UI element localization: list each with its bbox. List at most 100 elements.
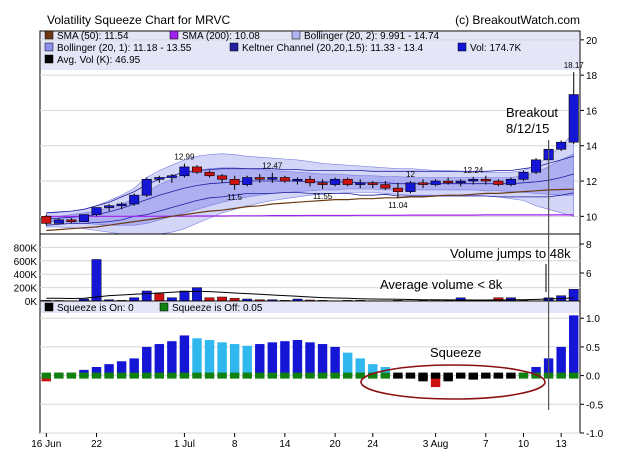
candle-body-33 <box>455 180 466 184</box>
candle-body-20 <box>292 178 303 182</box>
price-tick-label-4: 18 <box>586 71 598 82</box>
candle-body-11 <box>179 166 190 177</box>
squeeze-state-marker-41 <box>556 372 566 379</box>
price-legend-swatch-0 <box>44 30 54 40</box>
squeeze-label: Squeeze <box>430 345 481 360</box>
squeeze-state-marker-25 <box>355 372 365 379</box>
squeeze-state-marker-26 <box>368 372 378 379</box>
candle-body-23 <box>330 178 341 185</box>
volume-right-tick-label-0: 8 <box>586 240 592 251</box>
squeeze-state-marker-17 <box>255 372 265 379</box>
squeeze-state-marker-34 <box>468 372 478 379</box>
price-legend-swatch-2 <box>291 30 301 40</box>
breakout-date-label: 8/12/15 <box>506 121 549 136</box>
squeeze-highlight-ellipse <box>360 364 546 400</box>
squeeze-tick-label-3: -0.5 <box>586 400 604 411</box>
candle-body-13 <box>204 171 215 177</box>
x-tick-label-0: 16 Jun <box>31 439 61 450</box>
momentum-bar-8 <box>142 346 152 376</box>
volume-bar-10 <box>166 297 177 302</box>
candle-body-27 <box>380 184 391 189</box>
volume-tick-label-1: 200K <box>14 284 38 295</box>
price-legend-swatch-1 <box>169 30 179 40</box>
squeeze-state-marker-11 <box>179 372 190 379</box>
momentum-bar-23 <box>330 346 340 376</box>
candle-body-39 <box>531 159 542 173</box>
momentum-bar-42 <box>569 315 579 376</box>
candle-body-41 <box>556 141 567 150</box>
price-value-label-3: 11.55 <box>313 192 333 201</box>
squeeze-state-marker-7 <box>129 372 139 379</box>
squeeze-state-marker-12 <box>192 372 202 379</box>
volume-tick-label-4: 800K <box>14 243 38 254</box>
candle-body-5 <box>104 205 115 208</box>
candle-body-31 <box>430 180 441 185</box>
candle-body-28 <box>392 187 403 192</box>
chart-title: Volatility Squeeze Chart for MRVC <box>47 13 231 27</box>
momentum-bar-24 <box>342 352 353 376</box>
squeeze-state-marker-30 <box>418 372 428 379</box>
momentum-bar-14 <box>217 342 227 376</box>
squeeze-state-marker-0 <box>41 372 51 379</box>
momentum-bar-11 <box>179 335 190 376</box>
price-legend-label-4: Keltner Channel (20,20,1.5): 11.33 - 13.… <box>242 43 423 54</box>
candle-body-12 <box>191 166 202 173</box>
price-legend-background <box>41 32 579 70</box>
price-value-label-6: 12.24 <box>463 166 484 175</box>
x-tick-label-7: 3 Aug <box>423 439 449 450</box>
squeeze-state-marker-18 <box>267 372 278 379</box>
candle-body-6 <box>116 203 127 207</box>
price-value-label-5: 12 <box>406 170 415 179</box>
x-tick-label-2: 1 Jul <box>174 439 195 450</box>
volume-bar-14 <box>217 296 228 302</box>
price-tick-label-3: 16 <box>586 106 598 117</box>
x-tick-label-1: 22 <box>91 439 103 450</box>
volume-bar-42 <box>568 289 579 302</box>
volume-right-tick-label-1: 6 <box>586 269 592 280</box>
squeeze-legend-background <box>41 302 579 313</box>
candle-body-9 <box>154 177 165 180</box>
squeeze-state-marker-8 <box>142 372 152 379</box>
volume-bar-11 <box>179 290 190 302</box>
squeeze-state-marker-38 <box>518 372 529 379</box>
price-legend-swatch-4 <box>229 42 239 52</box>
candle-body-17 <box>254 177 265 180</box>
price-legend-label-0: SMA (50): 11.54 <box>57 31 129 42</box>
price-value-label-7: 18.17 <box>564 61 585 70</box>
candle-body-4 <box>91 207 102 215</box>
price-value-label-1: 11.5 <box>227 193 243 202</box>
squeeze-state-marker-22 <box>317 372 328 379</box>
keltner-upper-line <box>46 155 574 214</box>
volume-jump-label: Volume jumps to 48k <box>450 246 571 261</box>
squeeze-state-marker-5 <box>104 372 114 379</box>
momentum-bar-15 <box>229 344 240 376</box>
volume-bar-8 <box>141 290 152 302</box>
momentum-bar-4 <box>91 367 102 376</box>
price-legend-swatch-5 <box>457 42 467 52</box>
average-volume-line <box>46 290 574 301</box>
x-tick-label-6: 24 <box>367 439 379 450</box>
price-legend-swatch-6 <box>44 54 54 64</box>
squeeze-state-marker-19 <box>280 372 290 379</box>
squeeze-tick-label-4: -1.0 <box>586 429 604 440</box>
squeeze-state-marker-39 <box>531 372 541 379</box>
squeeze-legend-label-0: Squeeze is On: 0 <box>57 303 134 314</box>
squeeze-state-marker-2 <box>66 372 77 379</box>
volume-bar-7 <box>129 297 140 302</box>
candle-body-14 <box>217 175 228 180</box>
momentum-bar-31 <box>430 375 441 388</box>
candle-body-38 <box>518 171 529 180</box>
squeeze-tick-label-1: 0.5 <box>586 343 600 354</box>
squeeze-state-marker-6 <box>116 372 127 379</box>
volume-tick-label-2: 400K <box>14 270 38 281</box>
price-legend-label-1: SMA (200): 10.08 <box>182 31 260 42</box>
price-value-label-0: 12.99 <box>174 153 195 162</box>
volume-bar-36 <box>493 297 504 302</box>
candle-body-30 <box>418 182 429 185</box>
squeeze-panel: 1.0 0.5 0.0 -0.5 -1.0 Squeeze is On: 0 Squeeze… <box>39 300 604 440</box>
squeeze-state-marker-20 <box>292 372 303 379</box>
squeeze-state-marker-3 <box>79 372 89 379</box>
volume-bar-9 <box>154 293 165 302</box>
